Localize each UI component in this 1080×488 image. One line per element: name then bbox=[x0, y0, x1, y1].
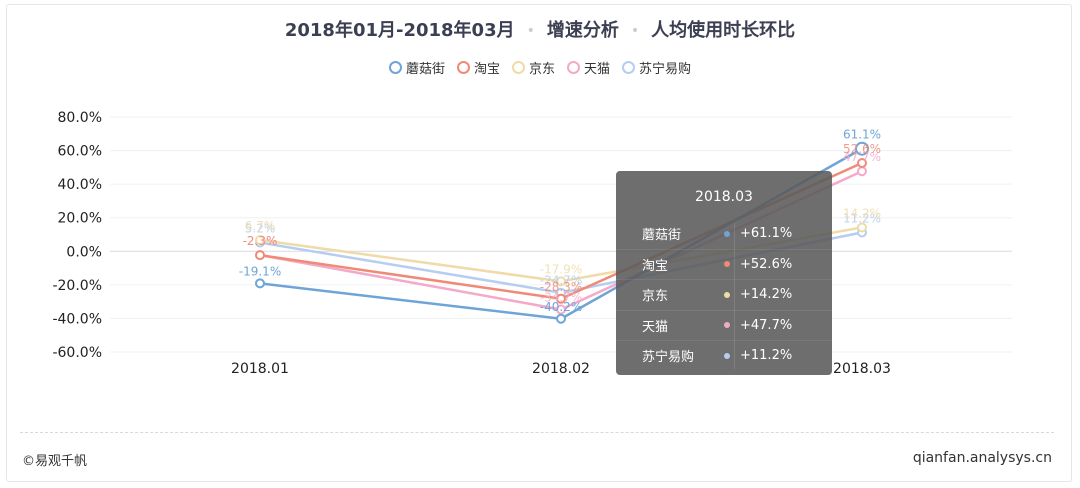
tooltip-series-name: 蘑菇街 bbox=[642, 228, 682, 244]
chart-card bbox=[6, 4, 1072, 482]
data-point bbox=[556, 276, 566, 287]
data-label: 14.2% bbox=[843, 206, 881, 220]
footer-divider bbox=[20, 432, 1054, 433]
x-tick-label: 2018.03 bbox=[833, 361, 891, 377]
title-separator-2: • bbox=[630, 23, 640, 39]
tooltip-series-value: +14.2% bbox=[740, 287, 793, 303]
tooltip-dot-icon bbox=[724, 230, 730, 237]
tooltip-series-name: 京东 bbox=[642, 289, 669, 305]
title-period: 2018年01月-2018年03月 bbox=[284, 20, 515, 41]
data-point bbox=[556, 293, 566, 304]
data-label: -34.7% bbox=[540, 291, 582, 305]
x-tick-label: 2018.01 bbox=[231, 361, 289, 377]
tooltip-title: 2018.03 bbox=[695, 189, 753, 205]
tooltip-series-value: +61.1% bbox=[740, 226, 793, 242]
y-tick-label: -40.0% bbox=[52, 311, 102, 327]
data-point bbox=[857, 166, 867, 177]
tooltip-series-value: +11.2% bbox=[740, 348, 793, 364]
tooltip-series-name: 天猫 bbox=[642, 319, 669, 335]
legend-label: 苏宁易购 bbox=[639, 62, 692, 77]
data-label: -19.1% bbox=[239, 264, 281, 278]
tooltip-series-value: +47.7% bbox=[740, 317, 793, 333]
tooltip-row: 京东 +14.2% bbox=[616, 279, 832, 310]
data-point bbox=[255, 250, 265, 261]
data-point bbox=[255, 235, 265, 246]
tooltip-series-name: 苏宁易购 bbox=[642, 350, 695, 366]
tooltip-row: 淘宝 +52.6% bbox=[616, 248, 832, 280]
legend-marker-icon bbox=[456, 61, 470, 74]
legend-label: 京东 bbox=[528, 62, 555, 77]
tooltip-rows: 蘑菇街 +61.1% 淘宝 +52.6% 京东 +14.2% 天猫 +47.7%… bbox=[616, 219, 832, 371]
tooltip-dot-icon bbox=[724, 352, 730, 359]
tooltip-row: 天猫 +47.7% bbox=[616, 309, 832, 341]
tooltip-dot-icon bbox=[724, 291, 730, 298]
data-point bbox=[855, 141, 869, 156]
data-point bbox=[857, 222, 867, 233]
data-label: 61.1% bbox=[843, 128, 881, 142]
source-url: qianfan.analysys.cn bbox=[912, 450, 1052, 466]
data-label: -40.2% bbox=[540, 300, 582, 314]
legend-item-tmall[interactable]: 天猫 bbox=[567, 58, 610, 77]
legend-label: 天猫 bbox=[584, 62, 611, 77]
y-tick-label: 40.0% bbox=[58, 177, 102, 193]
data-label: -24.7% bbox=[540, 274, 582, 288]
y-tick-label: 20.0% bbox=[58, 211, 102, 227]
data-label: 5.2% bbox=[245, 222, 276, 236]
data-label: 11.2% bbox=[843, 211, 881, 225]
tooltip-dot-icon bbox=[724, 322, 730, 329]
data-label: 52.6% bbox=[843, 142, 881, 156]
title-analysis: 增速分析 bbox=[546, 20, 619, 41]
y-tick-label: -60.0% bbox=[52, 345, 102, 361]
data-point bbox=[556, 304, 566, 315]
source-credit: ©易观千帆 bbox=[22, 454, 88, 469]
data-label: 6.7% bbox=[245, 219, 276, 233]
legend-item-taobao[interactable]: 淘宝 bbox=[456, 58, 500, 77]
legend-marker-icon bbox=[622, 61, 636, 74]
data-point bbox=[255, 278, 265, 289]
tooltip-series-name: 淘宝 bbox=[642, 258, 669, 274]
tooltip-row: 苏宁易购 +11.2% bbox=[616, 340, 832, 371]
legend-label: 蘑菇街 bbox=[405, 62, 445, 77]
data-label: -17.9% bbox=[540, 262, 582, 276]
legend-item-jd[interactable]: 京东 bbox=[511, 58, 555, 77]
data-label: -2.3% bbox=[243, 234, 278, 248]
x-tick-label: 2018.02 bbox=[532, 361, 590, 377]
tooltip-row: 蘑菇街 +61.1% bbox=[616, 219, 832, 249]
data-point bbox=[556, 313, 566, 324]
data-label: 47.7% bbox=[843, 150, 881, 164]
data-label: -2.3% bbox=[243, 234, 278, 248]
legend-marker-icon bbox=[388, 61, 402, 74]
y-tick-label: -20.0% bbox=[52, 278, 102, 294]
legend-marker-icon bbox=[567, 61, 580, 74]
title-separator-1: • bbox=[526, 23, 535, 39]
chart-legend: 蘑菇街 淘宝 京东 天猫 苏宁易购 bbox=[0, 58, 1080, 77]
y-tick-label: 80.0% bbox=[58, 110, 102, 126]
legend-item-suning[interactable]: 苏宁易购 bbox=[622, 58, 691, 77]
chart-tooltip: 2018.03 蘑菇街 +61.1% 淘宝 +52.6% 京东 +14.2% 天… bbox=[616, 171, 832, 375]
data-label: -28.3% bbox=[540, 280, 582, 294]
y-tick-label: 0.0% bbox=[66, 244, 102, 260]
legend-item-mogujie[interactable]: 蘑菇街 bbox=[388, 58, 445, 77]
legend-label: 淘宝 bbox=[473, 62, 500, 77]
tooltip-dot-icon bbox=[724, 261, 730, 268]
chart-title: 2018年01月-2018年03月 • 增速分析 • 人均使用时长环比 bbox=[0, 16, 1080, 42]
legend-marker-icon bbox=[511, 61, 525, 74]
data-point bbox=[857, 157, 867, 168]
y-tick-label: 60.0% bbox=[58, 144, 102, 160]
tooltip-divider bbox=[734, 223, 735, 369]
title-metric: 人均使用时长环比 bbox=[651, 20, 796, 41]
tooltip-series-value: +52.6% bbox=[740, 256, 793, 272]
